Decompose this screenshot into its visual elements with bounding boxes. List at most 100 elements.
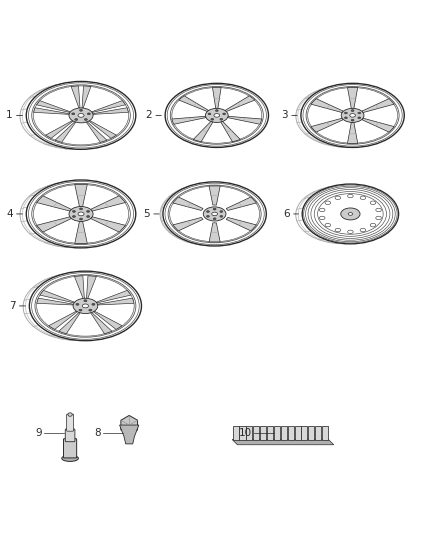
Bar (240, 426, 246, 440)
Ellipse shape (213, 208, 216, 210)
Ellipse shape (220, 118, 223, 120)
Ellipse shape (69, 108, 93, 123)
Ellipse shape (72, 215, 75, 217)
Polygon shape (36, 196, 71, 211)
Ellipse shape (348, 213, 353, 215)
Bar (260, 426, 266, 440)
Ellipse shape (358, 112, 361, 114)
Bar (274, 426, 280, 440)
Text: 5: 5 (144, 209, 150, 219)
Polygon shape (91, 312, 112, 334)
Polygon shape (226, 217, 257, 231)
Polygon shape (34, 108, 69, 115)
Ellipse shape (350, 114, 355, 117)
Ellipse shape (87, 215, 90, 217)
Ellipse shape (335, 228, 341, 232)
Ellipse shape (205, 108, 228, 123)
Text: 4: 4 (6, 209, 13, 219)
Polygon shape (36, 101, 71, 112)
Ellipse shape (75, 118, 78, 120)
Ellipse shape (376, 208, 381, 212)
Polygon shape (71, 86, 80, 108)
Ellipse shape (319, 216, 325, 220)
Polygon shape (347, 123, 358, 143)
Ellipse shape (87, 211, 90, 212)
Polygon shape (40, 290, 74, 303)
Ellipse shape (87, 113, 90, 115)
Ellipse shape (80, 208, 82, 210)
Ellipse shape (341, 108, 364, 123)
Polygon shape (37, 298, 74, 305)
Text: 10: 10 (239, 428, 252, 438)
Polygon shape (82, 86, 91, 108)
Polygon shape (311, 99, 343, 112)
Ellipse shape (344, 117, 347, 119)
Polygon shape (92, 101, 126, 112)
Polygon shape (228, 116, 262, 124)
Ellipse shape (203, 207, 226, 221)
Polygon shape (179, 96, 208, 111)
Polygon shape (209, 223, 220, 242)
FancyBboxPatch shape (65, 429, 75, 442)
Ellipse shape (72, 113, 75, 115)
Ellipse shape (29, 271, 141, 341)
Bar (322, 426, 328, 440)
Polygon shape (173, 217, 203, 231)
Ellipse shape (348, 230, 353, 233)
Polygon shape (97, 298, 134, 305)
Ellipse shape (89, 309, 92, 311)
Ellipse shape (360, 228, 366, 232)
Polygon shape (172, 116, 206, 124)
Ellipse shape (72, 211, 75, 212)
FancyBboxPatch shape (67, 414, 74, 431)
Ellipse shape (214, 114, 219, 117)
Ellipse shape (206, 215, 209, 217)
Ellipse shape (73, 298, 98, 313)
Polygon shape (91, 217, 126, 232)
Polygon shape (212, 87, 221, 108)
Ellipse shape (62, 455, 78, 462)
Polygon shape (46, 120, 73, 139)
Polygon shape (120, 425, 139, 444)
Ellipse shape (370, 201, 376, 205)
Ellipse shape (351, 110, 354, 111)
Text: 3: 3 (282, 110, 288, 120)
Ellipse shape (206, 211, 209, 213)
Ellipse shape (335, 196, 341, 199)
Ellipse shape (165, 83, 268, 148)
Text: 8: 8 (94, 428, 101, 438)
Ellipse shape (220, 215, 223, 217)
Ellipse shape (348, 195, 353, 198)
Ellipse shape (26, 82, 136, 149)
Ellipse shape (212, 212, 217, 216)
Bar (246, 426, 252, 440)
Bar (315, 426, 321, 440)
Ellipse shape (84, 300, 87, 302)
Bar (308, 426, 314, 440)
Ellipse shape (325, 223, 331, 227)
Text: 2: 2 (146, 110, 152, 120)
Bar (281, 426, 287, 440)
Ellipse shape (163, 182, 266, 246)
Polygon shape (311, 118, 343, 132)
Ellipse shape (223, 113, 226, 115)
Text: 9: 9 (35, 428, 42, 438)
Polygon shape (59, 312, 80, 334)
Ellipse shape (69, 206, 93, 221)
Polygon shape (74, 276, 85, 298)
Ellipse shape (351, 119, 354, 121)
Polygon shape (55, 122, 76, 142)
Ellipse shape (211, 118, 214, 120)
Polygon shape (232, 440, 334, 445)
Ellipse shape (208, 113, 211, 115)
Ellipse shape (301, 83, 404, 148)
Text: 1: 1 (6, 110, 13, 120)
Polygon shape (226, 197, 257, 211)
Ellipse shape (76, 303, 79, 305)
Ellipse shape (82, 304, 88, 308)
Polygon shape (93, 108, 128, 115)
Polygon shape (173, 197, 203, 211)
Bar (233, 426, 239, 440)
Bar (294, 426, 300, 440)
Ellipse shape (213, 218, 216, 220)
